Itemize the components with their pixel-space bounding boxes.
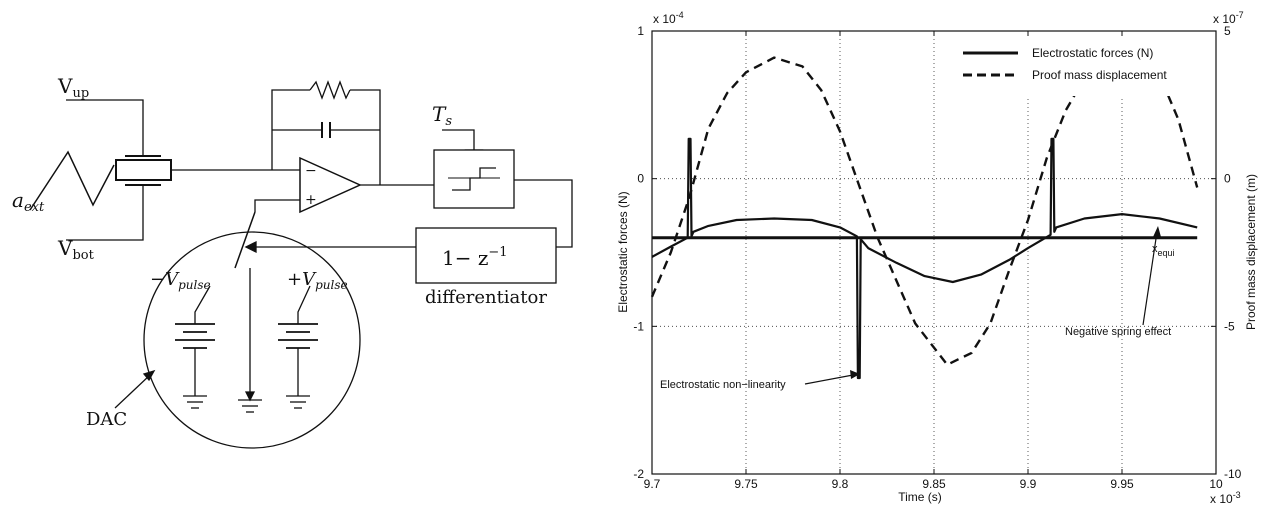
a-ext-label: aext <box>12 188 45 215</box>
op-amp-minus: − <box>305 163 317 179</box>
circuit-diagram: Vup Vbot aext − + Ts <box>12 74 573 449</box>
x-tick-label: 10 <box>1209 477 1223 491</box>
x-tick-label: 9.7 <box>644 477 661 491</box>
x-axis-label: Time (s) <box>898 490 942 504</box>
op-amp-plus: + <box>305 192 317 208</box>
loop-wire <box>514 179 573 248</box>
legend-box <box>955 38 1213 96</box>
op-amp <box>299 156 362 214</box>
y-left-tick-label: 0 <box>637 172 644 186</box>
v-up-label: Vup <box>57 74 89 101</box>
v-bot-wire <box>66 185 144 241</box>
x-tick-label: 9.9 <box>1020 477 1037 491</box>
dac-switch <box>234 211 256 269</box>
x-tick-label: 9.85 <box>922 477 946 491</box>
annotation-negative-spring: Negative spring effect <box>1065 326 1171 338</box>
feedback-left-wire <box>271 89 310 170</box>
x-multiplier: x 10-3 <box>1210 490 1241 506</box>
plus-input-wire <box>254 199 300 212</box>
quantizer-block <box>433 149 515 209</box>
legend-label-forces: Electrostatic forces (N) <box>1032 46 1153 60</box>
ts-label: Ts <box>432 102 452 129</box>
y-right-tick-label: 0 <box>1224 172 1231 186</box>
dac-pointer-arrow-icon <box>142 369 156 382</box>
y-right-tick-label: -10 <box>1224 467 1242 481</box>
y-right-tick-label: -5 <box>1224 319 1235 333</box>
x-tick-label: 9.8 <box>832 477 849 491</box>
resistor <box>309 80 351 100</box>
y-left-tick-label: -1 <box>633 319 644 333</box>
plot-frame <box>651 30 1217 475</box>
legend: Electrostatic forces (N) Proof mass disp… <box>955 38 1213 96</box>
annotation-nonlinearity-arrow <box>804 374 854 385</box>
feedback-arrow-icon <box>244 240 257 254</box>
y-left-tick-label: -2 <box>633 467 644 481</box>
plus-vpulse-label: +Vpulse <box>287 269 348 292</box>
differentiator-label: differentiator <box>425 287 547 308</box>
annotation-negative-spring-arrow <box>1142 231 1158 326</box>
differentiator-expression: 1− z−1 <box>442 245 508 270</box>
y-left-tick-label: 1 <box>637 24 644 38</box>
x-tick-label: 9.75 <box>734 477 758 491</box>
annotation-nonlinearity: Electrostatic non−linearity <box>660 379 786 391</box>
annotation-nonlinearity-arrowhead-icon <box>850 370 860 379</box>
acceleration-wave <box>29 150 115 211</box>
plus-branch-wire <box>297 285 311 324</box>
annotation-negative-spring-arrowhead-icon <box>1153 226 1161 237</box>
series-forces-line <box>651 137 1198 380</box>
feedback-right-wire <box>350 89 381 185</box>
dac-pointer <box>114 374 151 409</box>
differentiator-block <box>415 227 557 284</box>
dac-circle <box>143 231 361 449</box>
series-displacement-line <box>650 50 1199 366</box>
proof-mass <box>115 159 172 181</box>
dac-label: DAC <box>86 409 127 430</box>
clock-wire <box>442 129 475 150</box>
y-right-tick-label: 5 <box>1224 24 1231 38</box>
legend-label-displacement: Proof mass displacement <box>1032 68 1167 82</box>
center-arrow-icon <box>244 391 256 402</box>
minus-vpulse-label: −Vpulse <box>150 269 211 292</box>
y-right-multiplier: x 10-7 <box>1213 10 1244 26</box>
v-bot-label: Vbot <box>57 236 95 263</box>
y-left-axis-label: Electrostatic forces (N) <box>616 191 630 312</box>
y-right-axis-label: Proof mass displacement (m) <box>1244 174 1258 330</box>
v-up-wire <box>66 99 144 156</box>
series-layer <box>650 50 1199 380</box>
minus-branch-wire <box>194 285 211 324</box>
y-left-multiplier: x 10-4 <box>653 10 684 26</box>
x-tick-label: 9.95 <box>1110 477 1134 491</box>
